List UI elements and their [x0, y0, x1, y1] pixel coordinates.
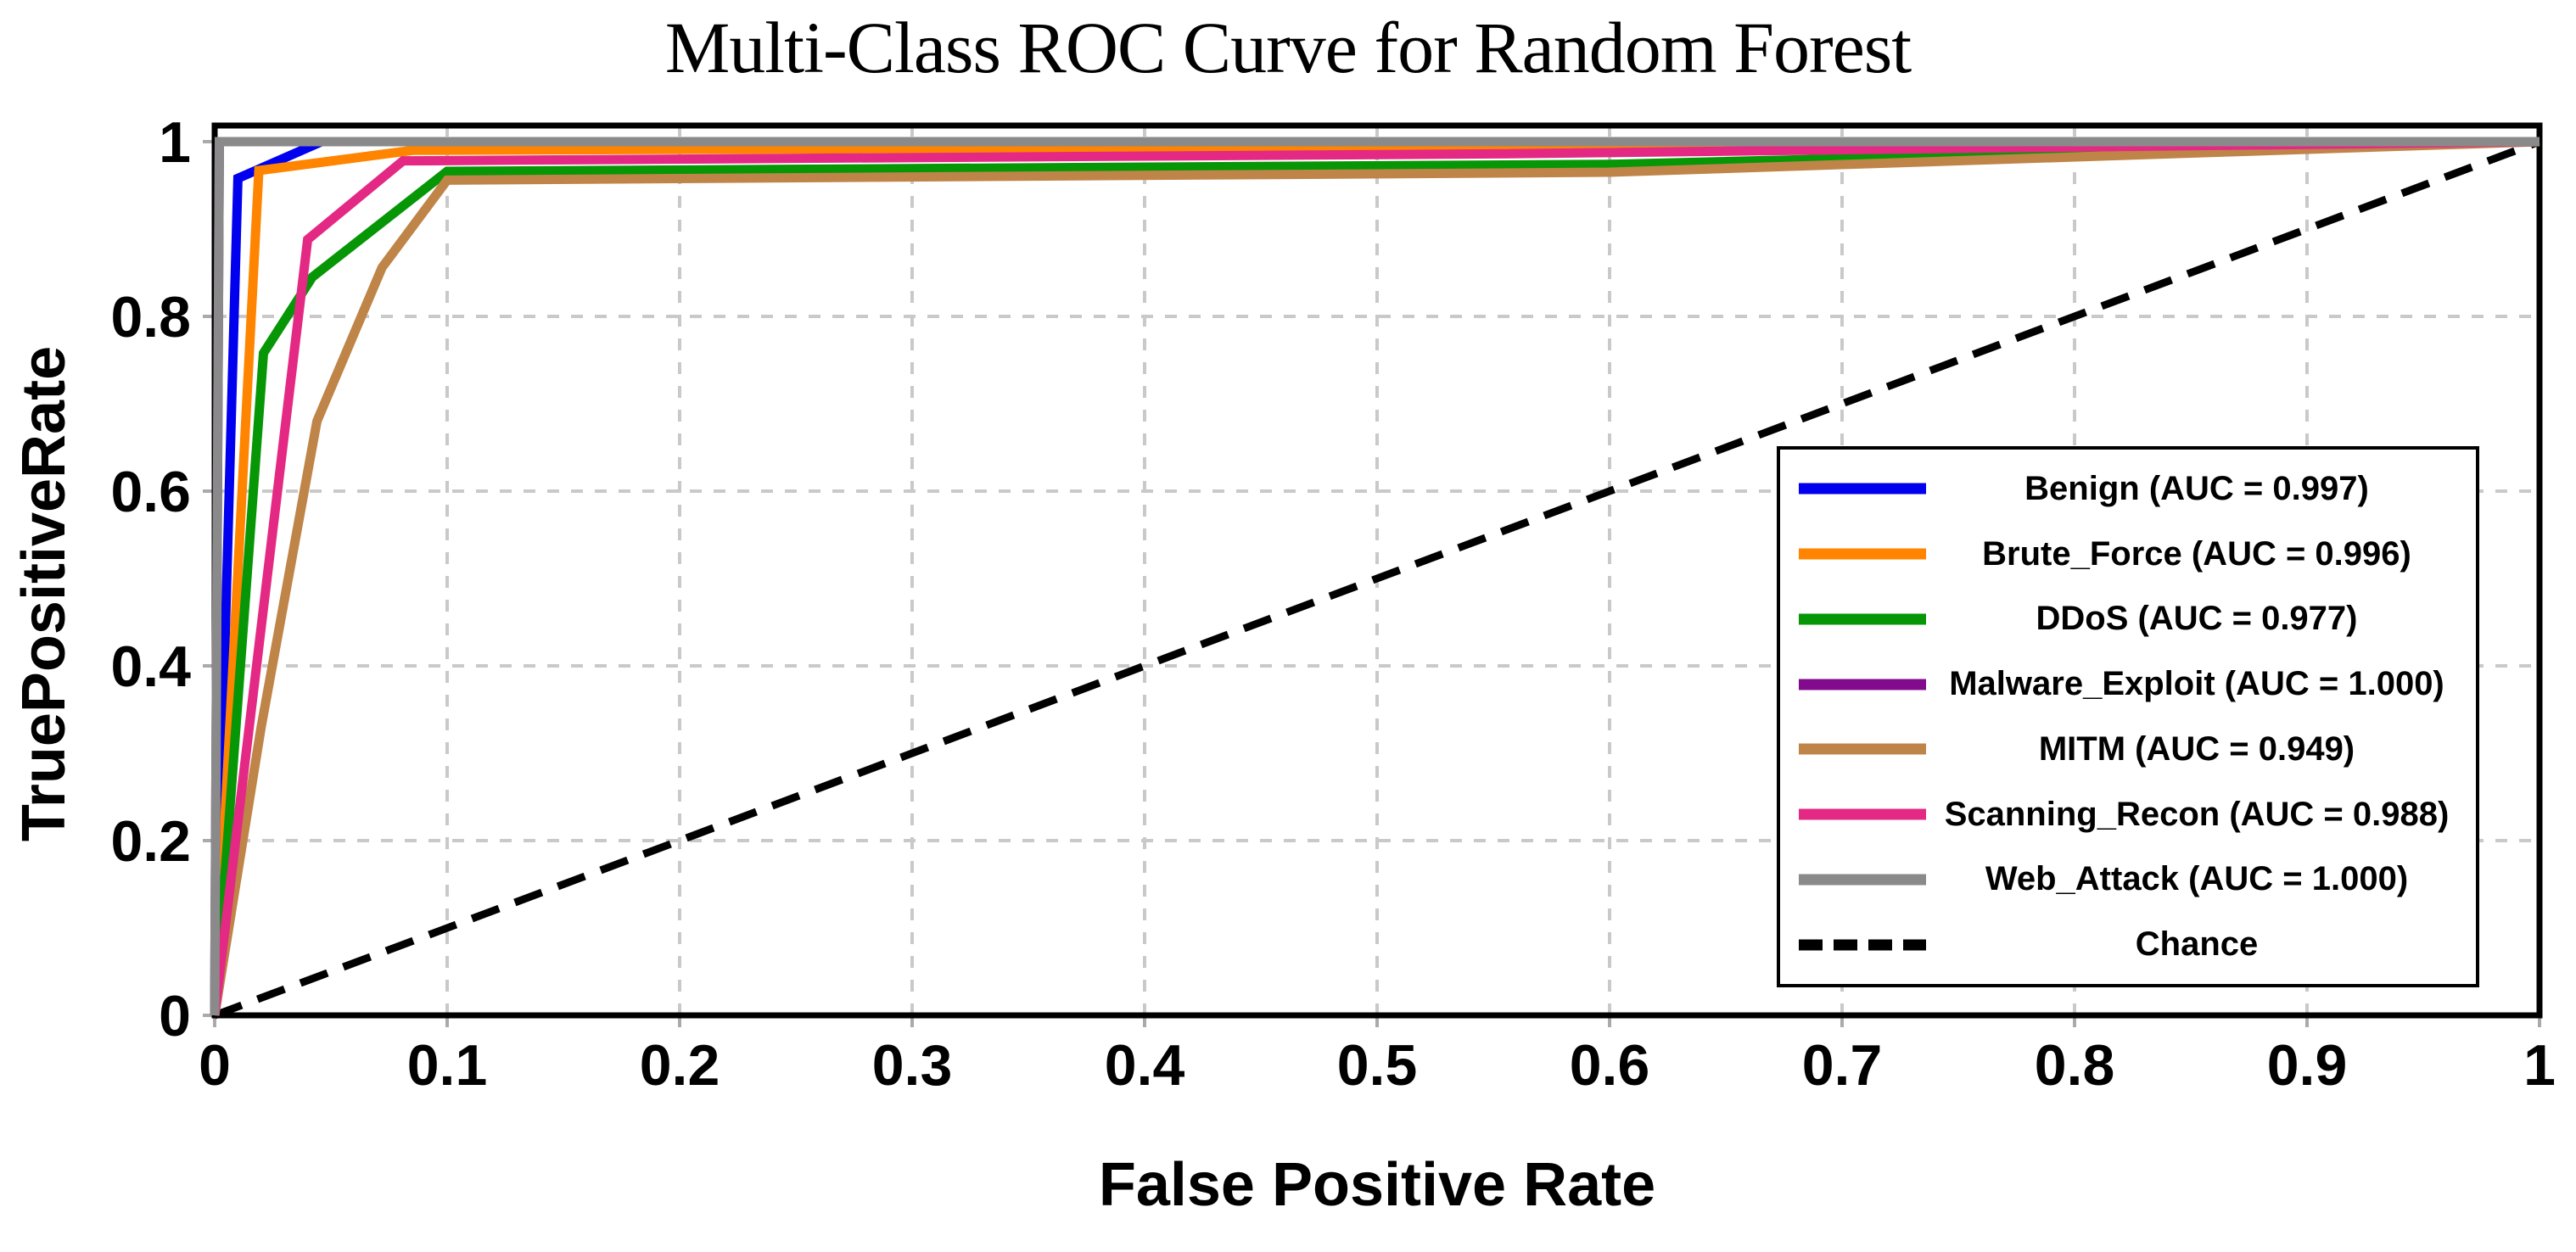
x-tick-label: 0.2	[640, 1033, 720, 1098]
legend-row-malware_exploit: Malware_Exploit (AUC = 1.000)	[1780, 655, 2476, 714]
x-tick-label: 1	[2523, 1033, 2556, 1098]
legend: Benign (AUC = 0.997) Brute_Force (AUC = 0…	[1777, 446, 2479, 987]
legend-row-benign: Benign (AUC = 0.997)	[1780, 459, 2476, 518]
legend-swatch-ddos-icon	[1799, 613, 1926, 625]
legend-label-ddos: DDoS (AUC = 0.977)	[2036, 600, 2358, 638]
legend-label-benign: Benign (AUC = 0.997)	[2024, 469, 2369, 507]
x-axis-label: False Positive Rate	[1098, 1151, 1656, 1219]
y-tick-label: 0.8	[110, 285, 191, 349]
x-tick-label: 0.4	[1105, 1033, 1185, 1098]
y-axis-label: TruePositiveRate	[10, 345, 78, 842]
x-tick-label: 0.1	[407, 1033, 488, 1098]
roc-curve-web_attack	[210, 137, 2540, 1016]
legend-swatch-malware_exploit-icon	[1799, 679, 1926, 690]
legend-swatch-chance-icon	[1799, 939, 1926, 951]
legend-label-web_attack: Web_Attack (AUC = 1.000)	[1985, 860, 2409, 898]
legend-row-scanning_recon: Scanning_Recon (AUC = 0.988)	[1780, 785, 2476, 844]
legend-swatch-web_attack-icon	[1799, 874, 1926, 886]
x-tick-label: 0.3	[872, 1033, 953, 1098]
roc-curve-scanning_recon	[210, 137, 2540, 1016]
legend-label-scanning_recon: Scanning_Recon (AUC = 0.988)	[1944, 795, 2450, 833]
legend-row-mitm: MITM (AUC = 0.949)	[1780, 719, 2476, 779]
x-tick-label: 0.6	[1570, 1033, 1650, 1098]
legend-swatch-scanning_recon-icon	[1799, 808, 1926, 820]
y-tick-label: 0	[159, 984, 191, 1048]
y-tick-label: 1	[159, 110, 191, 175]
legend-row-chance: Chance	[1780, 915, 2476, 975]
legend-label-brute_force: Brute_Force (AUC = 0.996)	[1982, 534, 2411, 573]
x-tick-label: 0	[199, 1033, 231, 1098]
roc-curve-ddos	[210, 137, 2540, 1016]
legend-row-ddos: DDoS (AUC = 0.977)	[1780, 590, 2476, 649]
x-tick-label: 0.8	[2035, 1033, 2115, 1098]
legend-swatch-benign-icon	[1799, 483, 1926, 495]
roc-curve-mitm	[210, 137, 2540, 1016]
roc-curve-chance	[213, 137, 2541, 1020]
legend-swatch-brute_force-icon	[1799, 548, 1926, 560]
x-tick-label: 0.5	[1337, 1033, 1418, 1098]
chart-title: Multi-Class ROC Curve for Random Forest	[664, 7, 1912, 88]
x-tick-label: 0.7	[1802, 1033, 1883, 1098]
legend-row-web_attack: Web_Attack (AUC = 1.000)	[1780, 850, 2476, 909]
y-tick-label: 0.4	[110, 634, 191, 699]
legend-label-malware_exploit: Malware_Exploit (AUC = 1.000)	[1949, 665, 2444, 703]
legend-label-chance: Chance	[2135, 925, 2259, 964]
y-tick-label: 0.6	[110, 460, 191, 524]
legend-swatch-mitm-icon	[1799, 743, 1926, 755]
y-tick-label: 0.2	[110, 809, 191, 874]
legend-label-mitm: MITM (AUC = 0.949)	[2038, 729, 2355, 768]
legend-row-brute_force: Brute_Force (AUC = 0.996)	[1780, 524, 2476, 584]
x-tick-label: 0.9	[2267, 1033, 2348, 1098]
